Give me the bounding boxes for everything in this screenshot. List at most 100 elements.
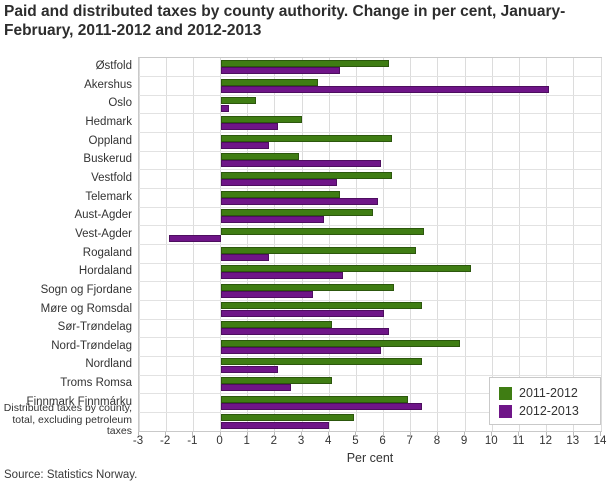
bar-2011-2012-Nordland [220, 358, 422, 366]
x-tick-label: 7 [406, 435, 413, 447]
row-separator [139, 318, 601, 320]
legend-swatch-purple [499, 404, 512, 418]
x-tick-label: 2 [270, 435, 278, 447]
bar-2011-2012-Distributed taxes by county, total, excluding petroleum taxes [220, 414, 354, 422]
row-separator [139, 206, 601, 208]
bar-2012-2013-Hedmark [220, 123, 278, 131]
row-separator [139, 374, 601, 376]
axis-tick [464, 432, 466, 436]
source-note: Source: Statistics Norway. [4, 469, 138, 481]
row-separator [139, 299, 601, 301]
bar-2011-2012-Nord-Trøndelag [220, 339, 460, 347]
x-tick-label: -1 [187, 435, 198, 447]
axis-tick [273, 432, 275, 436]
category-label: Sogn og Fjordane [40, 283, 132, 296]
bar-2012-2013-Akershus [220, 85, 550, 93]
x-tick-label: 8 [433, 435, 441, 447]
x-axis-title: Per cent [346, 451, 394, 465]
bar-2011-2012-Oppland [220, 134, 392, 142]
x-tick-label: 1 [243, 435, 250, 447]
bar-2012-2013-Vest-Agder [168, 235, 221, 243]
bar-2012-2013-Telemark [220, 197, 379, 205]
category-label: Finnmark Finnmárku [26, 395, 132, 408]
x-tick-label: 0 [216, 435, 223, 447]
axis-tick [600, 432, 601, 436]
row-separator [139, 76, 601, 78]
category-label: Hedmark [85, 116, 132, 128]
row-separator [139, 225, 601, 227]
axis-tick [138, 432, 139, 436]
bar-2011-2012-Hordaland [220, 265, 471, 273]
legend-entry-2011-2012: 2011-2012 [499, 384, 600, 402]
legend-label: 2012-2013 [519, 404, 579, 418]
bar-2012-2013-Møre og Romsdal [220, 309, 384, 317]
category-label: Sør-Trøndelag [57, 321, 132, 334]
category-axis-labels: Østfold Akershus Oslo Hedmark Oppland Buskeru… [0, 57, 132, 438]
bar-2012-2013-Vestfold [220, 179, 338, 187]
category-label: Distributed taxes by county, total, excl… [3, 402, 132, 438]
bar-2011-2012-Rogaland [220, 246, 417, 254]
category-label: Buskerud [83, 153, 132, 166]
bar-2011-2012-Hedmark [220, 115, 303, 123]
category-label: Hordaland [78, 265, 132, 278]
axis-tick [436, 432, 438, 436]
bar-2011-2012-Telemark [220, 190, 341, 198]
bar-2012-2013-Oppland [220, 141, 270, 149]
bar-2011-2012-Aust-Agder [220, 209, 373, 217]
x-tick-label: -2 [160, 435, 171, 447]
x-axis-tick-labels: -3 -2 -1 0 1 2 3 4 5 6 7 8 9 10 11 12 13 14 [0, 435, 610, 449]
bar-2011-2012-Østfold [220, 60, 389, 67]
row-separator [139, 188, 601, 190]
legend-swatch-green [499, 386, 512, 400]
bar-2012-2013-Buskerud [220, 160, 381, 168]
plot-area [138, 57, 602, 432]
bar-2012-2013-Nordland [220, 365, 278, 373]
bar-2011-2012-Oslo [220, 97, 256, 105]
axis-tick [165, 432, 167, 436]
gridline [600, 58, 602, 431]
axis-tick [518, 432, 520, 436]
category-label: Østfold [95, 60, 132, 73]
bar-2012-2013-Sogn og Fjordane [220, 291, 313, 298]
bar-2012-2013-Distributed taxes by county, total, excluding petroleum taxes [220, 421, 330, 429]
category-label: Oslo [108, 97, 132, 110]
axis-tick [246, 432, 248, 436]
category-label: Nord-Trøndelag [51, 339, 132, 352]
axis-tick [301, 432, 303, 436]
bar-2011-2012-Sogn og Fjordane [220, 283, 395, 291]
x-tick-label: 3 [297, 435, 305, 447]
category-label: Oppland [88, 134, 132, 147]
x-tick-label: 11 [512, 435, 525, 447]
bar-2012-2013-Troms Romsa [220, 384, 292, 392]
bar-2012-2013-Finnmark Finnmárku [220, 402, 422, 410]
chart-title: Paid and distributed taxes by county aut… [4, 3, 566, 39]
legend-label: 2011-2012 [519, 386, 578, 400]
bar-2012-2013-Østfold [220, 67, 341, 75]
axis-tick [219, 432, 221, 436]
category-label: Telemark [85, 190, 132, 203]
category-label: Vest-Agder [75, 227, 132, 240]
category-label: Troms Romsa [60, 377, 132, 390]
axis-tick [328, 432, 330, 436]
row-separator [139, 132, 601, 134]
category-label: Rogaland [82, 246, 132, 259]
bar-2012-2013-Sør-Trøndelag [220, 328, 389, 336]
x-tick-label: 4 [325, 435, 332, 447]
x-tick-label: 10 [484, 435, 498, 447]
axis-tick [409, 432, 411, 436]
row-separator [139, 150, 601, 152]
row-separator [139, 169, 601, 171]
x-tick-label: 12 [539, 435, 553, 447]
bar-2012-2013-Oslo [220, 104, 229, 112]
bar-2011-2012-Buskerud [220, 153, 300, 161]
category-label: Akershus [84, 78, 132, 91]
row-separator [139, 281, 601, 283]
category-label: Aust-Agder [74, 209, 132, 222]
row-separator [139, 94, 601, 96]
bar-2011-2012-Finnmark Finnmárku [220, 395, 409, 403]
x-tick-label: 13 [566, 435, 580, 447]
axis-tick [382, 432, 384, 436]
bar-2012-2013-Rogaland [220, 253, 270, 261]
bar-2012-2013-Hordaland [220, 272, 343, 280]
x-tick-label: 9 [460, 435, 468, 447]
